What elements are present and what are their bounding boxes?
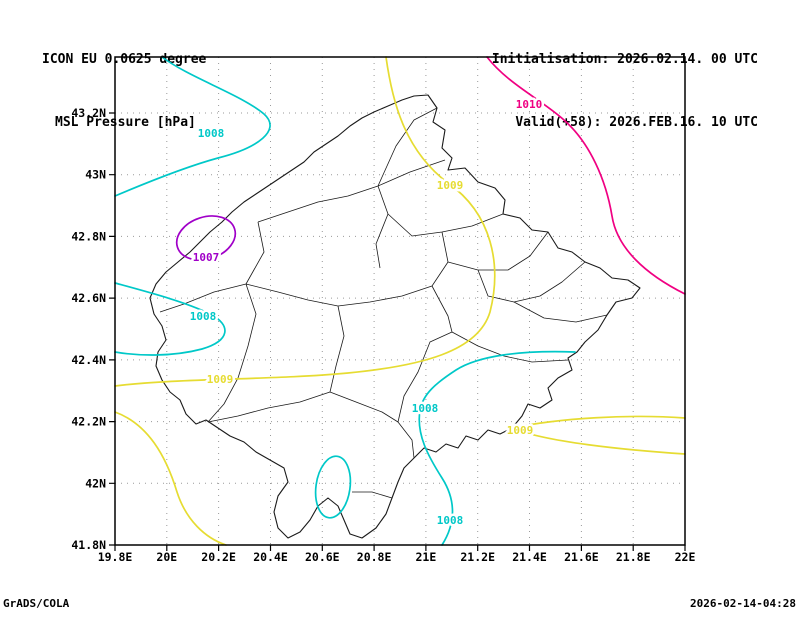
field-title: MSL Pressure [hPa] [55,115,196,130]
x-tick-label: 20.8E [357,550,392,564]
x-tick-label: 21.2E [460,550,495,564]
init-time: Initialisation: 2026.02.14. 00 UTC [491,52,758,67]
x-tick-label: 19.8E [98,550,133,564]
x-tick-label: 21.4E [512,550,547,564]
isobar-1010-northeast [486,56,686,295]
y-tick-label: 43N [85,168,106,182]
isobar-label: 1008 [412,402,439,415]
isobar-labels: 1008 1007 1008 1009 1010 1009 1008 1009 … [187,96,545,530]
isobar-label: 1008 [437,514,464,527]
grads-credit: GrADS/COLA [3,597,70,610]
isobar-1009-southeast [509,415,686,455]
x-tick-label: 22E [675,550,696,564]
isobar-label: 1010 [516,98,543,111]
isobar-1007-low-center [175,215,237,261]
isobar-label: 1009 [207,373,234,386]
y-tick-label: 42N [85,476,106,490]
isobar-label: 1009 [507,424,534,437]
isobar-label: 1009 [437,179,464,192]
isobar-label: 1008 [190,310,217,323]
x-tick-label: 20.4E [253,550,288,564]
isobar-label: 1008 [198,127,225,140]
isobar-1008-south [418,350,576,546]
tick-marks [109,112,686,551]
x-tick-label: 20.6E [305,550,340,564]
plot-frame [114,56,686,546]
isobar-1008-closed-south [314,455,352,519]
creation-timestamp: 2026-02-14-04:28 [690,597,796,610]
isobar-1008-northwest [114,56,271,197]
x-tick-label: 21.6E [564,550,599,564]
header-right: Initialisation: 2026.02.14. 00 UTC Valid… [492,7,758,175]
isobar-1009-main [114,56,496,387]
country-border-kosovo [149,94,641,539]
y-axis: 41.8N 42N 42.2N 42.4N 42.6N 42.8N 43N 43… [71,106,106,552]
municipality-boundaries [159,107,608,499]
valid-time: Valid(+58): 2026.FEB.16. 10 UTC [515,115,758,130]
y-tick-label: 42.8N [71,229,106,243]
y-tick-label: 41.8N [71,538,106,552]
isobar-1008-west [114,282,226,356]
x-tick-label: 21.8E [616,550,651,564]
x-tick-label: 20.2E [201,550,236,564]
y-tick-label: 42.4N [71,353,106,367]
y-tick-label: 42.2N [71,415,106,429]
isobar-label: 1007 [193,251,220,264]
isobar-1009-southwest [114,411,227,546]
isobar-contours [114,56,686,546]
x-axis: 19.8E 20E 20.2E 20.4E 20.6E 20.8E 21E 21… [98,550,696,564]
x-tick-label: 21E [416,550,437,564]
grid-horizontal [115,112,685,484]
y-tick-label: 43.2N [71,106,106,120]
y-tick-label: 42.6N [71,291,106,305]
x-tick-label: 20E [156,550,177,564]
grid-vertical [166,57,634,545]
